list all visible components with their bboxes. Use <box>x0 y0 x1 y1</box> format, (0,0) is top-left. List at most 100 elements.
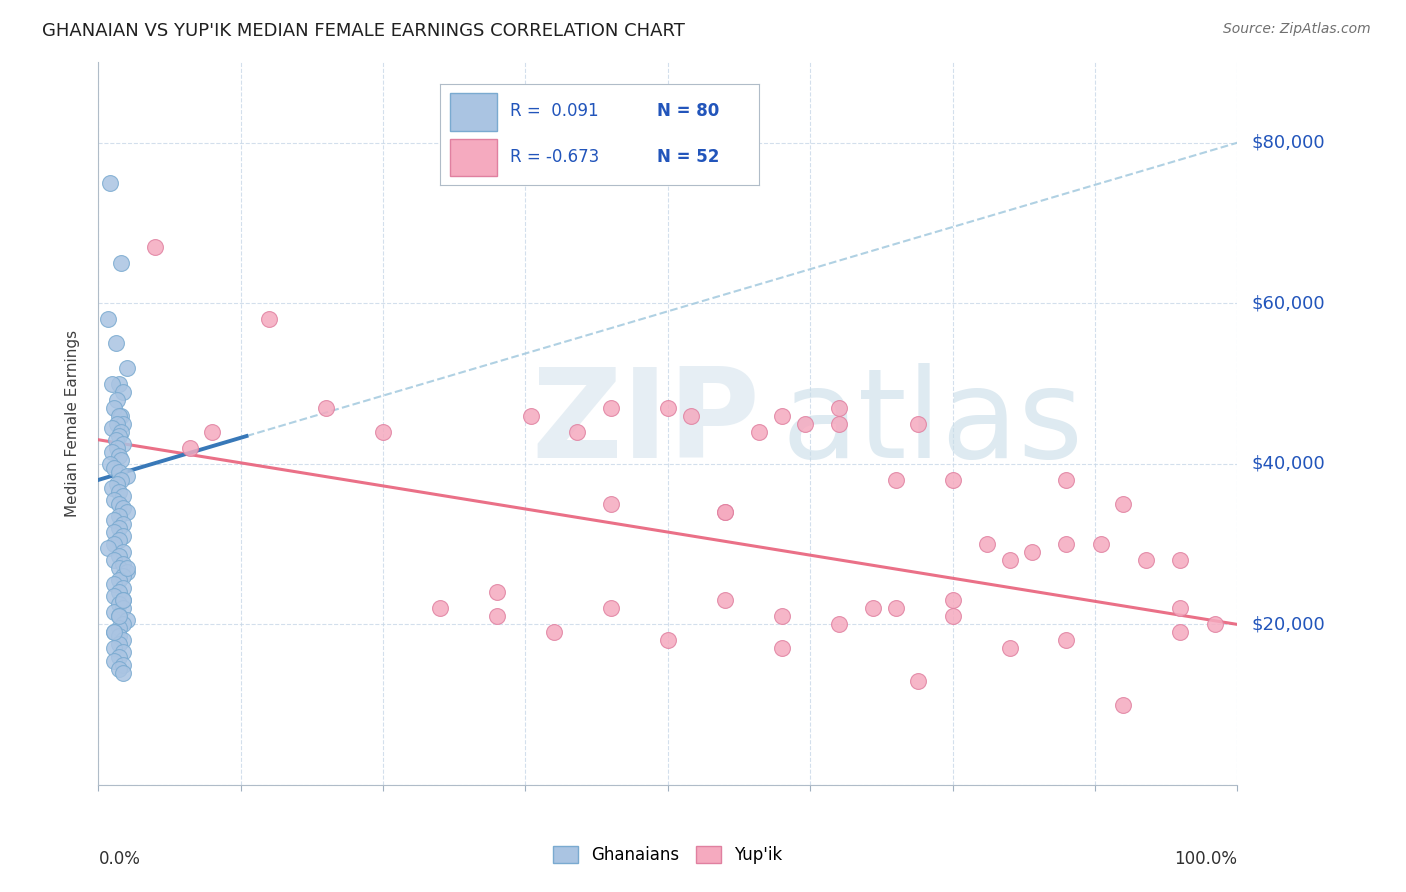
Point <box>486 609 509 624</box>
Text: 100.0%: 100.0% <box>1174 850 1237 868</box>
Point <box>976 537 998 551</box>
Point <box>115 469 138 483</box>
Point <box>96 541 118 555</box>
Point <box>98 457 121 471</box>
Point <box>115 566 138 580</box>
Point <box>105 392 128 407</box>
Point <box>108 484 131 499</box>
Point <box>115 561 138 575</box>
Point <box>115 360 138 375</box>
Text: atlas: atlas <box>782 363 1084 484</box>
Point <box>1090 537 1112 551</box>
Point <box>657 633 679 648</box>
Point <box>108 609 131 624</box>
Point <box>884 601 907 615</box>
Point <box>103 460 125 475</box>
Point <box>110 409 132 423</box>
Text: $80,000: $80,000 <box>1251 134 1324 152</box>
Point <box>315 401 337 415</box>
Point <box>108 598 131 612</box>
Point <box>600 401 623 415</box>
Point <box>108 549 131 564</box>
Point <box>486 585 509 599</box>
Point <box>679 409 702 423</box>
Point <box>103 589 125 603</box>
Point <box>828 417 851 431</box>
Point <box>108 649 131 664</box>
Point <box>1112 698 1135 712</box>
Point <box>1170 625 1192 640</box>
Point <box>104 336 127 351</box>
Point <box>942 609 965 624</box>
Point <box>108 409 131 423</box>
Point <box>565 425 588 439</box>
Point <box>179 441 201 455</box>
Point <box>112 545 135 559</box>
Point <box>103 524 125 539</box>
Point <box>101 481 124 495</box>
Point <box>96 312 118 326</box>
Point <box>108 521 131 535</box>
Point <box>259 312 281 326</box>
Point <box>103 605 125 619</box>
Point <box>371 425 394 439</box>
Point <box>770 641 793 656</box>
Point <box>110 473 132 487</box>
Point <box>657 401 679 415</box>
Point <box>101 444 124 458</box>
Point <box>520 409 543 423</box>
Point <box>770 409 793 423</box>
Point <box>112 646 135 660</box>
Point <box>105 417 128 431</box>
Point <box>600 497 623 511</box>
Point <box>112 601 135 615</box>
Point <box>714 593 737 607</box>
Point <box>600 601 623 615</box>
Point <box>108 376 131 391</box>
Point <box>1135 553 1157 567</box>
Point <box>112 516 135 531</box>
Point <box>108 449 131 463</box>
Text: $40,000: $40,000 <box>1251 455 1324 473</box>
Point <box>201 425 224 439</box>
Point <box>1170 553 1192 567</box>
Point <box>828 401 851 415</box>
Point <box>543 625 565 640</box>
Point <box>714 505 737 519</box>
Point <box>112 633 135 648</box>
Point <box>105 441 128 455</box>
Text: $20,000: $20,000 <box>1251 615 1324 633</box>
Point <box>112 657 135 672</box>
Point <box>793 417 815 431</box>
Point <box>108 497 131 511</box>
Point <box>110 452 132 467</box>
Point <box>108 465 131 479</box>
Text: GHANAIAN VS YUP'IK MEDIAN FEMALE EARNINGS CORRELATION CHART: GHANAIAN VS YUP'IK MEDIAN FEMALE EARNING… <box>42 22 685 40</box>
Point <box>429 601 451 615</box>
Point <box>1054 537 1078 551</box>
Point <box>108 533 131 547</box>
Point <box>103 553 125 567</box>
Point <box>108 662 131 676</box>
Text: 0.0%: 0.0% <box>98 850 141 868</box>
Point <box>98 176 121 190</box>
Point <box>108 573 131 587</box>
Point <box>770 609 793 624</box>
Point <box>145 240 167 254</box>
Point <box>108 630 131 644</box>
Point <box>862 601 884 615</box>
Point <box>103 577 125 591</box>
Point <box>714 505 737 519</box>
Point <box>1054 473 1078 487</box>
Point <box>112 582 135 596</box>
Point <box>1170 601 1192 615</box>
Point <box>112 500 135 515</box>
Point <box>112 384 135 399</box>
Point <box>103 625 125 640</box>
Point <box>907 417 929 431</box>
Point <box>104 433 127 447</box>
Point <box>110 425 132 439</box>
Point <box>748 425 770 439</box>
Point <box>1021 545 1043 559</box>
Point <box>112 593 135 607</box>
